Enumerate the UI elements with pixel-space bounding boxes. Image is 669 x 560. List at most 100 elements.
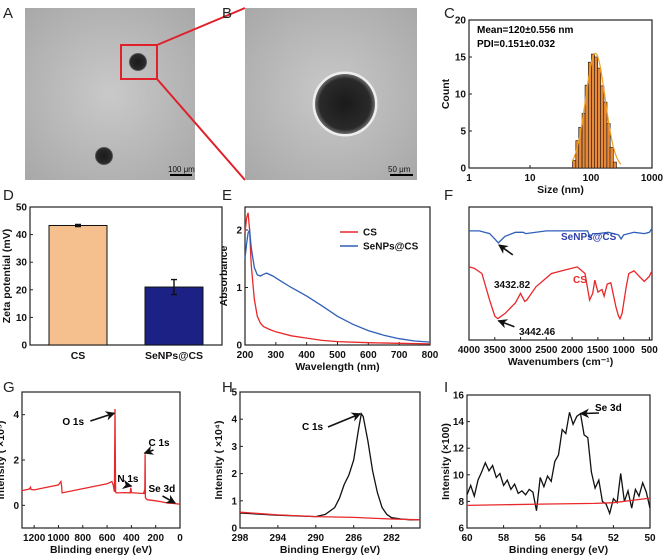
x-axis-label: Wavenumbers (cm⁻¹) xyxy=(508,356,614,368)
x-tick-label: 200 xyxy=(147,533,164,544)
y-tick-label: 30 xyxy=(16,258,28,269)
legend-label: CS xyxy=(363,228,377,239)
y-tick-label: 5 xyxy=(460,127,466,138)
x-tick-label: 800 xyxy=(422,350,439,361)
y-tick-label: 6 xyxy=(458,524,464,535)
series-line-senps-cs xyxy=(469,227,653,244)
series-line-cs xyxy=(244,212,431,345)
series-line-background xyxy=(239,511,421,521)
peak-label: Se 3d xyxy=(595,403,622,414)
y-tick-label: 14 xyxy=(453,417,465,428)
x-tick-label: 800 xyxy=(74,533,91,544)
x-tick-label: 1 xyxy=(466,173,472,184)
chart-panel-f: 4000 3500 3000 2500 2000 1500 1000 500 Wavenumbe… xyxy=(458,206,658,368)
x-tick-label: 100 xyxy=(583,173,600,184)
x-tick-label: 400 xyxy=(123,533,140,544)
x-tick-label: 600 xyxy=(99,533,116,544)
y-tick-label: 0 xyxy=(231,524,237,535)
y-axis-label: Intensity (×100) xyxy=(440,423,452,500)
x-tick-label: 0 xyxy=(177,533,183,544)
y-tick-label: 4 xyxy=(13,410,19,421)
panel-label: A xyxy=(3,5,13,22)
x-tick-label: 60 xyxy=(461,533,473,544)
series-line-background xyxy=(466,497,651,507)
x-tick-label: 290 xyxy=(307,533,324,544)
histogram-bar xyxy=(600,85,605,169)
x-tick-label: 500 xyxy=(329,350,346,361)
x-tick-label: 1000 xyxy=(613,345,636,356)
peak-label: N 1s xyxy=(117,474,139,485)
y-tick-label: 2 xyxy=(231,469,237,480)
scale-bar-label: 50 μm xyxy=(388,165,411,174)
series-line-c-1s xyxy=(239,412,420,521)
x-tick-label: 282 xyxy=(383,533,400,544)
chart-panel-e: 0 1 2 200 300 400 500 600 700 800 Wavelength (nm) A… xyxy=(218,206,439,373)
x-tick-label: 400 xyxy=(298,350,315,361)
peak-label: Se 3d xyxy=(149,484,176,495)
histogram-bar xyxy=(612,161,617,169)
panel-b-micrograph: 50 μm xyxy=(245,8,417,180)
x-tick-label: 700 xyxy=(391,350,408,361)
y-tick-label: 2 xyxy=(236,226,242,237)
y-axis-label: Intensity ( ×10⁴) xyxy=(213,420,225,499)
y-tick-label: 5 xyxy=(231,388,237,399)
chart-panel-i: 6 8 10 12 14 16 60 58 56 54 52 50 Binding energy (eV… xyxy=(440,391,656,557)
x-tick-label: 3500 xyxy=(484,345,507,356)
histogram-bar xyxy=(597,67,602,169)
arrow-icon xyxy=(143,445,155,455)
y-tick-label: 3 xyxy=(231,442,237,453)
peak-label: C 1s xyxy=(302,422,324,433)
y-tick-label: 40 xyxy=(16,230,28,241)
x-tick-label: 3000 xyxy=(509,345,532,356)
x-tick-label: 600 xyxy=(360,350,377,361)
bar xyxy=(48,224,108,346)
arrow-icon xyxy=(90,411,116,422)
series-line-se-3d xyxy=(466,412,651,516)
y-tick-label: 4 xyxy=(231,415,237,426)
x-tick-label: 58 xyxy=(498,533,510,544)
x-tick-label: 298 xyxy=(232,533,249,544)
panel-label: G xyxy=(3,379,15,396)
y-axis-label: Intensity ( ×10⁵) xyxy=(0,421,7,500)
y-tick-label: 12 xyxy=(453,444,465,455)
y-tick-label: 0 xyxy=(460,164,466,175)
x-tick-label: 54 xyxy=(571,533,583,544)
plot-frame xyxy=(468,206,653,341)
y-tick-label: 15 xyxy=(455,53,467,64)
x-tick-label: 52 xyxy=(608,533,620,544)
x-tick-label: 4000 xyxy=(458,345,481,356)
legend-label: SeNPs@CS xyxy=(363,242,419,253)
panel-label: E xyxy=(222,187,232,204)
panel-label: I xyxy=(444,379,448,396)
zoom-line xyxy=(156,7,246,46)
y-tick-label: 0 xyxy=(13,501,19,512)
nanoparticle xyxy=(129,53,147,71)
y-tick-label: 0 xyxy=(21,341,27,352)
x-tick-label: 200 xyxy=(237,350,254,361)
error-bar xyxy=(171,278,177,296)
plot-frame xyxy=(239,391,421,529)
y-axis-label: Count xyxy=(440,78,452,109)
y-tick-label: 1 xyxy=(236,283,242,294)
y-tick-label: 16 xyxy=(453,391,465,402)
y-tick-label: 2 xyxy=(13,456,19,467)
nanoparticle xyxy=(315,74,375,134)
panel-label: D xyxy=(3,187,14,204)
series-line-survey xyxy=(21,408,181,505)
x-axis-label: Binding energy (eV) xyxy=(509,544,608,556)
arrow-icon xyxy=(327,412,362,428)
panel-label: C xyxy=(444,5,455,22)
peak-label: C 1s xyxy=(149,438,171,449)
peak-label: 3442.46 xyxy=(519,327,556,338)
series-label: CS xyxy=(573,275,587,286)
peak-label: 3432.82 xyxy=(494,280,531,291)
zoom-box xyxy=(120,44,158,80)
x-tick-label: 2000 xyxy=(561,345,584,356)
arrow-icon xyxy=(579,408,600,419)
zoom-line xyxy=(156,78,246,181)
x-tick-label: 50 xyxy=(644,533,656,544)
x-tick-label: 300 xyxy=(267,350,284,361)
series-label: SeNPs@CS xyxy=(561,232,617,243)
